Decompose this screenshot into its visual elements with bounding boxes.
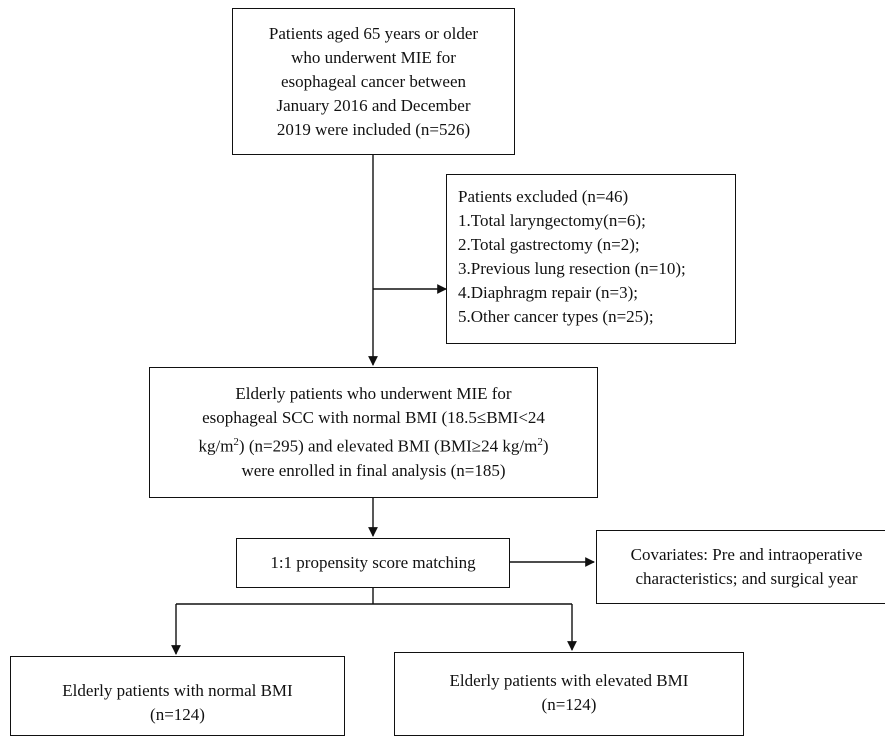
enrolled-line: Elderly patients who underwent MIE for bbox=[235, 384, 512, 404]
enrolled-line: were enrolled in final analysis (n=185) bbox=[241, 460, 506, 480]
inclusion-line: Patients aged 65 years or older bbox=[268, 23, 479, 43]
enrolled-line: esophageal SCC with normal BMI (18.5≤BMI… bbox=[202, 408, 545, 428]
exclusion-item: 1.Total laryngectomy(n=6); bbox=[458, 211, 646, 230]
group-normal-line: Elderly patients with normal BMI bbox=[62, 681, 293, 700]
superscript: 2 bbox=[537, 436, 543, 449]
covariates-box: Covariates: Pre and intraoperative chara… bbox=[596, 530, 885, 604]
enrolled-text: kg/m bbox=[198, 436, 234, 456]
matching-box: 1:1 propensity score matching bbox=[236, 538, 510, 588]
group-elevated-line: (n=124) bbox=[541, 695, 597, 714]
inclusion-line: 2019 were included (n=526) bbox=[276, 119, 471, 139]
enrolled-box: Elderly patients who underwent MIE for e… bbox=[149, 367, 598, 498]
superscript: 2 bbox=[233, 436, 239, 449]
inclusion-line: esophageal cancer between bbox=[281, 71, 466, 91]
exclusion-item: 2.Total gastrectomy (n=2); bbox=[458, 235, 640, 254]
group-elevated-line: Elderly patients with elevated BMI bbox=[449, 671, 689, 690]
group-normal-box: Elderly patients with normal BMI (n=124) bbox=[10, 656, 345, 736]
inclusion-box: Patients aged 65 years or older who unde… bbox=[232, 8, 515, 155]
covariates-line: Covariates: Pre and intraoperative bbox=[630, 545, 863, 564]
enrolled-text: ) (n=295) and elevated BMI (BMI≥24 kg/m bbox=[238, 436, 538, 456]
inclusion-line: January 2016 and December bbox=[276, 95, 471, 115]
exclusion-box: Patients excluded (n=46) 1.Total larynge… bbox=[446, 174, 736, 344]
exclusion-item: 3.Previous lung resection (n=10); bbox=[458, 259, 686, 278]
exclusion-item: 4.Diaphragm repair (n=3); bbox=[458, 283, 638, 302]
covariates-line: characteristics; and surgical year bbox=[635, 569, 858, 588]
enrolled-text: ) bbox=[542, 436, 549, 456]
inclusion-line: who underwent MIE for bbox=[291, 47, 456, 67]
exclusion-item: 5.Other cancer types (n=25); bbox=[458, 307, 654, 326]
enrolled-line: kg/m2) (n=295) and elevated BMI (BMI≥24 … bbox=[198, 430, 548, 459]
group-normal-line: (n=124) bbox=[150, 705, 205, 724]
matching-label: 1:1 propensity score matching bbox=[270, 553, 476, 572]
group-elevated-box: Elderly patients with elevated BMI (n=12… bbox=[394, 652, 744, 736]
exclusion-title: Patients excluded (n=46) bbox=[458, 187, 629, 206]
